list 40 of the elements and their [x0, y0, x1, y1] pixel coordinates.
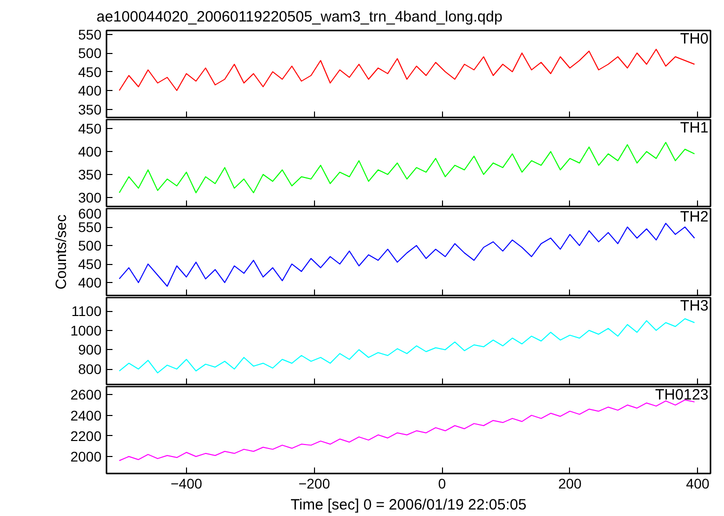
x-tick-label: 200	[558, 476, 582, 492]
y-tick-label: 600	[78, 206, 102, 222]
y-axis-title: Counts/sec	[53, 214, 70, 290]
y-tick-label: 500	[78, 45, 102, 61]
y-tick-label: 400	[78, 274, 102, 291]
y-tick-label: 450	[78, 64, 102, 80]
y-tick-label: 1100	[71, 303, 102, 320]
y-tick-label: 550	[78, 26, 102, 42]
x-tick-label: 400	[686, 476, 710, 492]
y-tick-label: 450	[78, 120, 102, 137]
series-label: TH2	[680, 208, 709, 226]
y-tick-label: 350	[78, 101, 102, 118]
y-tick-label: 2600	[70, 386, 102, 403]
series-label: TH3	[680, 298, 709, 314]
y-tick-label: 450	[78, 256, 102, 272]
series-label: TH0123	[655, 386, 709, 404]
y-tick-label: 2400	[70, 407, 102, 424]
line-series	[118, 142, 696, 194]
y-tick-label: 2200	[70, 428, 102, 444]
x-axis-title: Time [sec] 0 = 2006/01/19 22:05:05	[290, 496, 526, 514]
y-tick-label: 550	[78, 219, 102, 236]
series-label: TH0	[680, 30, 709, 48]
x-tick-label: −400	[170, 476, 202, 492]
y-tick-label: 1000	[70, 322, 102, 338]
chart-title: ae100044020_20060119220505_wam3_trn_4band_long.qdp	[96, 8, 502, 26]
line-series	[118, 222, 696, 287]
line-series	[118, 48, 696, 91]
y-tick-label: 500	[78, 238, 102, 254]
x-tick-label: 0	[438, 476, 446, 492]
y-tick-label: 300	[78, 189, 102, 206]
y-tick-label: 2000	[70, 448, 102, 465]
line-series	[118, 318, 696, 374]
y-tick-label: 800	[78, 361, 102, 378]
y-tick-label: 900	[78, 342, 102, 358]
y-tick-label: 350	[78, 166, 102, 182]
series-label: TH1	[680, 120, 709, 136]
y-tick-label: 400	[78, 82, 102, 98]
x-tick-label: −200	[298, 476, 330, 492]
line-series	[118, 399, 696, 462]
y-tick-label: 400	[78, 144, 102, 160]
